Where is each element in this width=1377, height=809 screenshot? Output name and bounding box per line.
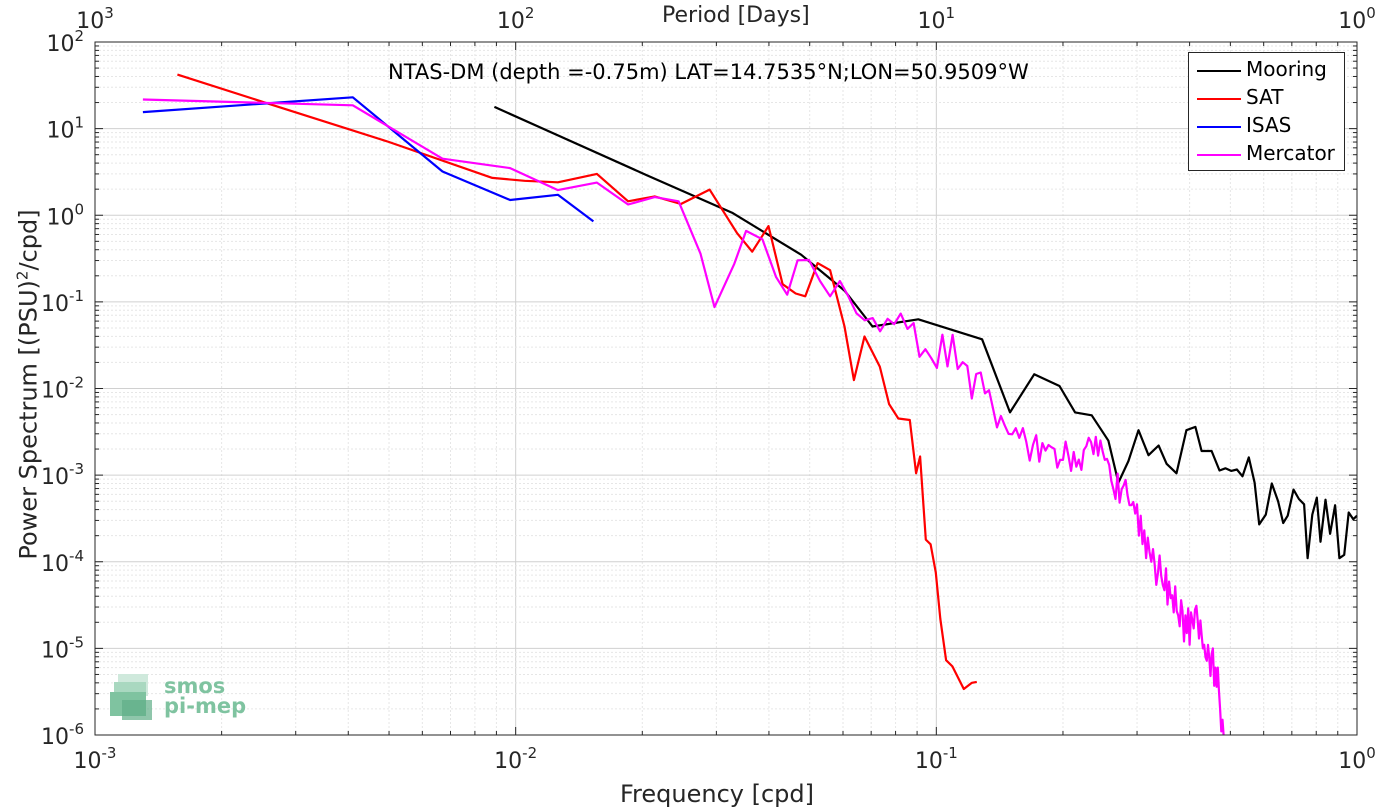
legend-label-isas: ISAS	[1246, 113, 1292, 137]
logo-text-pimep: pi-mep	[164, 694, 247, 718]
x-tick-label: 10-1	[915, 744, 958, 774]
top-tick-label: 103	[76, 4, 114, 34]
tick-marks	[94, 42, 1357, 736]
y-tick-label: 10-5	[41, 633, 84, 663]
legend: Mooring SAT ISAS Mercator	[1188, 52, 1345, 171]
x-tick-label: 10-2	[494, 744, 537, 774]
y-axis-label-tail: /cpd]	[14, 209, 43, 271]
top-tick-label: 100	[1338, 4, 1376, 34]
y-tick-label: 10-1	[41, 287, 84, 317]
y-tick-label: 10-4	[41, 547, 84, 577]
y-tick-label: 100	[46, 200, 84, 230]
series-layer	[142, 73, 1358, 736]
y-axis-label: Power Spectrum [(PSU)2/cpd]	[14, 175, 43, 595]
top-axis-label: Period [Days]	[662, 3, 810, 28]
series-line-isas	[142, 96, 595, 223]
series-line-mooring	[493, 105, 1358, 560]
legend-label-mercator: Mercator	[1246, 141, 1335, 165]
top-tick-label: 102	[497, 4, 535, 34]
logo-mark	[110, 674, 152, 720]
legend-item-mercator: Mercator	[1193, 141, 1343, 167]
legend-item-sat: SAT	[1193, 85, 1343, 111]
y-tick-label: 101	[46, 114, 84, 144]
legend-swatch-isas	[1197, 126, 1241, 128]
legend-swatch-mooring	[1197, 70, 1241, 72]
legend-item-isas: ISAS	[1193, 113, 1343, 139]
y-axis-label-sup: 2	[13, 270, 32, 281]
legend-swatch-sat	[1197, 98, 1241, 100]
legend-swatch-mercator	[1197, 154, 1241, 156]
y-tick-label: 10-6	[41, 720, 84, 750]
legend-label-sat: SAT	[1246, 85, 1284, 109]
smos-pimep-logo: smos pi-mep	[110, 672, 250, 724]
tick-labels: 10-3 10-2 10-1 100 102 101 100 10-1 10-2 10-3 10-4…	[41, 4, 1376, 774]
series-line-sat	[177, 73, 977, 691]
x-axis-label: Frequency [cpd]	[620, 780, 815, 808]
y-tick-label: 10-3	[41, 460, 84, 490]
chart-title: NTAS-DM (depth =-0.75m) LAT=14.7535°N;LO…	[388, 60, 1029, 84]
top-tick-label: 101	[918, 4, 956, 34]
legend-item-mooring: Mooring	[1193, 57, 1343, 83]
y-axis-label-main: Power Spectrum [(PSU)	[14, 280, 43, 560]
logo-text-smos: smos	[164, 674, 226, 698]
x-tick-label: 100	[1338, 744, 1376, 774]
x-tick-label: 10-3	[74, 744, 117, 774]
legend-label-mooring: Mooring	[1246, 57, 1327, 81]
grid	[94, 42, 1357, 736]
y-tick-label: 102	[46, 27, 84, 57]
series-line-mercator	[142, 98, 1225, 736]
y-tick-label: 10-2	[41, 374, 84, 404]
